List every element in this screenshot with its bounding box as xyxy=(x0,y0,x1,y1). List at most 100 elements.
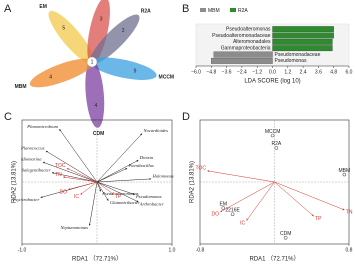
set-name: MBM xyxy=(15,84,27,90)
point xyxy=(270,133,275,138)
core xyxy=(86,56,98,68)
x-tick-label: 4.8 xyxy=(330,69,337,75)
point xyxy=(230,212,235,217)
legend-swatch xyxy=(200,8,206,12)
vector xyxy=(220,181,275,212)
vector xyxy=(96,181,102,192)
set-name: R2A xyxy=(141,8,151,14)
petal xyxy=(87,0,110,65)
bar-label: Gammaproteobacteria xyxy=(221,45,271,51)
x-tick-label: −6.0 xyxy=(191,69,201,75)
vector-label: TP xyxy=(115,194,122,200)
vector-label: Halomonas xyxy=(152,173,174,178)
y-axis-label: RDA2 (13.81%) xyxy=(190,161,196,203)
vector xyxy=(59,129,98,183)
vector-label: TP xyxy=(315,216,322,222)
point-label: EM xyxy=(220,201,228,207)
point xyxy=(274,146,279,150)
x-axis-label: RDA1 （72.71%） xyxy=(72,256,122,263)
vector xyxy=(96,160,139,183)
x-tick-label: 1.2 xyxy=(284,69,291,75)
bar xyxy=(213,51,273,58)
vector xyxy=(96,181,114,195)
bar-label: Pseudoalteromonas xyxy=(226,26,271,32)
vector xyxy=(96,177,152,183)
x-axis-label: LDA SCORE (log 10) xyxy=(244,79,300,85)
vector xyxy=(68,181,98,190)
petal xyxy=(29,58,95,88)
vector-label: Nocardioides xyxy=(143,128,169,133)
bar xyxy=(272,45,333,52)
x-tick-label: −4.8 xyxy=(206,69,216,75)
vector xyxy=(207,170,275,183)
vector xyxy=(96,181,109,201)
x-tick-label: −2.4 xyxy=(237,69,247,75)
vector-label: Planococcus xyxy=(20,146,45,151)
vector xyxy=(274,181,345,211)
vector-label: TN xyxy=(55,172,62,178)
vector xyxy=(45,150,98,183)
vector-label: DO xyxy=(60,189,68,195)
point xyxy=(221,206,226,210)
vector-label: Dietzia xyxy=(139,155,154,160)
vector xyxy=(88,181,98,226)
bar-label: Pseudomonas xyxy=(275,58,307,64)
petal xyxy=(89,57,157,80)
petal xyxy=(89,14,140,65)
point-label: MBM xyxy=(339,168,351,174)
point-label: MCCM xyxy=(265,129,281,135)
vector-label: Salegentibacter xyxy=(22,167,51,172)
vector-label: TN xyxy=(346,210,353,216)
vector xyxy=(51,172,98,183)
set-name: MCCM xyxy=(159,74,175,80)
vector-label: Neptunomonas xyxy=(59,225,88,230)
set-count: 9 xyxy=(134,68,137,74)
vector-label: TOC xyxy=(55,163,66,169)
vector-label: IC xyxy=(74,194,79,200)
x-tick-label: 6.0 xyxy=(346,69,353,75)
vector-label: IC xyxy=(240,220,245,226)
set-count: 2 xyxy=(122,28,125,34)
petal xyxy=(85,59,105,128)
legend-label: R2A xyxy=(238,8,248,14)
set-count: 5 xyxy=(62,26,65,32)
point-label: CDM xyxy=(280,231,291,237)
x-tick-label: −3.6 xyxy=(222,69,232,75)
vector-label: Psychrobacter xyxy=(12,197,40,202)
panel-label: A xyxy=(4,3,12,15)
bar xyxy=(211,57,273,64)
x-tick-label: 2.4 xyxy=(300,69,307,75)
set-name: CDM xyxy=(93,131,104,137)
point-label: 2216E xyxy=(225,208,240,214)
vector-label: Planomicrobium xyxy=(26,124,58,129)
vector xyxy=(62,176,98,183)
bar xyxy=(272,26,334,33)
bar-label: Pseudomonadaceae xyxy=(275,52,321,58)
set-count: 3 xyxy=(100,16,103,22)
x-tick-label: 1.0 xyxy=(169,247,176,253)
vector-label: Idiomarina xyxy=(20,157,42,162)
vector-label: Glutamicibacter xyxy=(110,200,140,205)
vector xyxy=(246,181,275,221)
legend-swatch xyxy=(230,8,236,12)
core-count: 1 xyxy=(91,59,94,65)
x-axis-label: RDA1 （72.71%） xyxy=(249,256,299,263)
bar-label: Alteromonadales xyxy=(233,39,271,45)
vector xyxy=(66,168,98,183)
vector xyxy=(42,161,98,183)
bar xyxy=(272,38,333,45)
vector-label: Pseudomonas xyxy=(135,194,162,199)
vector xyxy=(96,168,128,183)
bar xyxy=(272,32,334,39)
point xyxy=(283,236,288,240)
legend-label: MBM xyxy=(208,8,220,14)
point xyxy=(342,172,347,177)
vector xyxy=(274,181,314,217)
vector-label: Paenibacillus xyxy=(128,163,154,168)
panel-label: B xyxy=(182,3,189,15)
vector xyxy=(80,181,98,195)
x-tick-label: 0.0 xyxy=(269,69,276,75)
y-axis-label: RDA2 (13.81%) xyxy=(12,161,18,203)
